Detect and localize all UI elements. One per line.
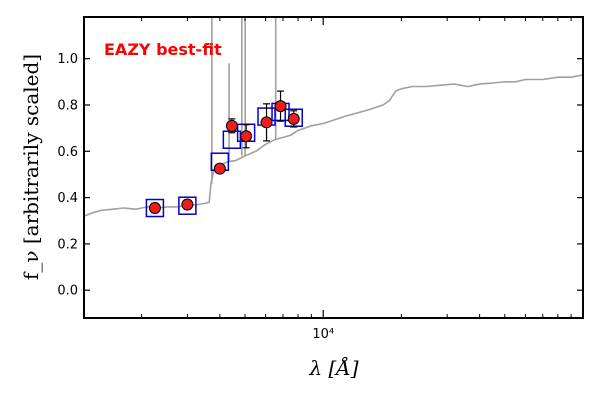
template-spectrum-layer bbox=[84, 17, 583, 217]
x-axis-label: λ [Å] bbox=[308, 355, 358, 380]
y-tick-label: 0.2 bbox=[57, 237, 78, 252]
observed-flux-point bbox=[274, 100, 287, 113]
y-tick-label: 0.8 bbox=[57, 98, 78, 113]
axis-ticks: 0.0 0.2 0.4 0.6 0.8 1.0 10⁴ bbox=[57, 17, 583, 342]
chart-annotation: EAZY best-fit bbox=[104, 40, 222, 59]
y-tick-label: 0.0 bbox=[57, 284, 78, 299]
y-tick-label: 1.0 bbox=[57, 52, 78, 67]
y-axis-label: f_ν [arbitrarily scaled] bbox=[19, 54, 43, 280]
observed-flux-point bbox=[225, 119, 238, 132]
observed-flux-point bbox=[260, 116, 273, 129]
model-flux-square bbox=[145, 198, 165, 218]
observed-flux-point bbox=[287, 112, 300, 125]
observed-flux-point bbox=[148, 202, 161, 215]
photometry-layer bbox=[145, 90, 303, 218]
observed-flux-point bbox=[240, 130, 253, 143]
template-spectrum-line bbox=[84, 74, 583, 217]
y-tick-label: 0.4 bbox=[57, 191, 78, 206]
y-tick-label: 0.6 bbox=[57, 145, 78, 160]
observed-flux-point bbox=[213, 162, 226, 175]
x-tick-label: 10⁴ bbox=[312, 327, 334, 342]
observed-flux-point bbox=[181, 198, 194, 211]
model-flux-square bbox=[178, 196, 197, 215]
plot-frame bbox=[83, 16, 584, 319]
